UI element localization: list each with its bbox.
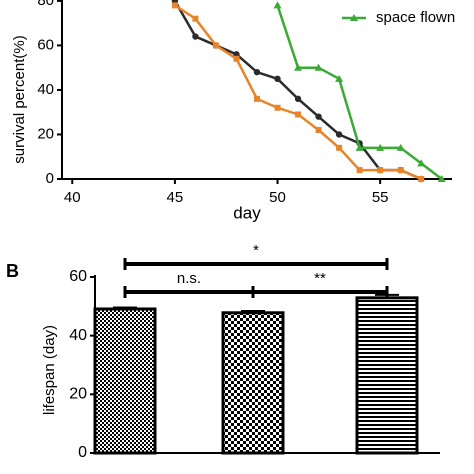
point	[335, 131, 343, 138]
point	[212, 42, 219, 49]
y-tick-label: 60	[37, 36, 54, 53]
x-tick-label: 40	[64, 189, 81, 206]
y-tick-label: 0	[46, 170, 54, 187]
bar	[93, 307, 157, 455]
y-tick-label: 20	[37, 125, 54, 142]
point	[192, 15, 199, 22]
panel-label: B	[6, 261, 19, 281]
point	[376, 143, 385, 151]
point	[273, 1, 282, 9]
series-line	[173, 0, 422, 181]
point	[437, 175, 446, 182]
point	[336, 144, 343, 151]
legend-label: space flown	[376, 9, 455, 26]
bar	[355, 296, 419, 455]
series-line	[276, 4, 443, 180]
y-tick-label: 40	[37, 81, 54, 98]
x-tick-label: 55	[372, 189, 389, 206]
point	[356, 167, 363, 174]
point	[314, 63, 323, 71]
point	[274, 75, 281, 83]
point	[417, 159, 426, 167]
y-axis-label: survival percent(%)	[11, 35, 28, 163]
sig-label: n.s.	[177, 270, 201, 287]
point	[315, 113, 322, 120]
point	[274, 104, 281, 111]
point	[295, 111, 302, 118]
point	[355, 143, 364, 151]
x-axis-label: day	[233, 203, 261, 222]
sig-label: *	[253, 242, 259, 259]
sig-label: **	[314, 270, 326, 287]
point	[294, 63, 303, 71]
y-tick-label: 20	[69, 386, 87, 403]
x-tick-label: 50	[269, 189, 286, 206]
y-tick-label: 40	[69, 327, 87, 344]
x-tick-label: 45	[167, 189, 184, 206]
point	[418, 176, 425, 182]
point	[171, 2, 178, 9]
y-tick-label: 0	[78, 444, 87, 461]
point	[377, 167, 384, 174]
y-tick-label: 80	[37, 0, 54, 9]
point	[192, 33, 199, 40]
point	[335, 74, 344, 82]
point	[254, 95, 260, 102]
y-tick-label: 60	[69, 268, 87, 285]
point	[253, 68, 261, 76]
y-axis-label: lifespan (day)	[41, 325, 58, 415]
point	[315, 127, 322, 134]
series-line	[174, 4, 422, 181]
point	[294, 95, 302, 103]
legend-marker	[350, 14, 358, 21]
point	[397, 167, 404, 174]
point	[233, 55, 240, 62]
bar	[221, 311, 285, 455]
point	[396, 143, 405, 151]
